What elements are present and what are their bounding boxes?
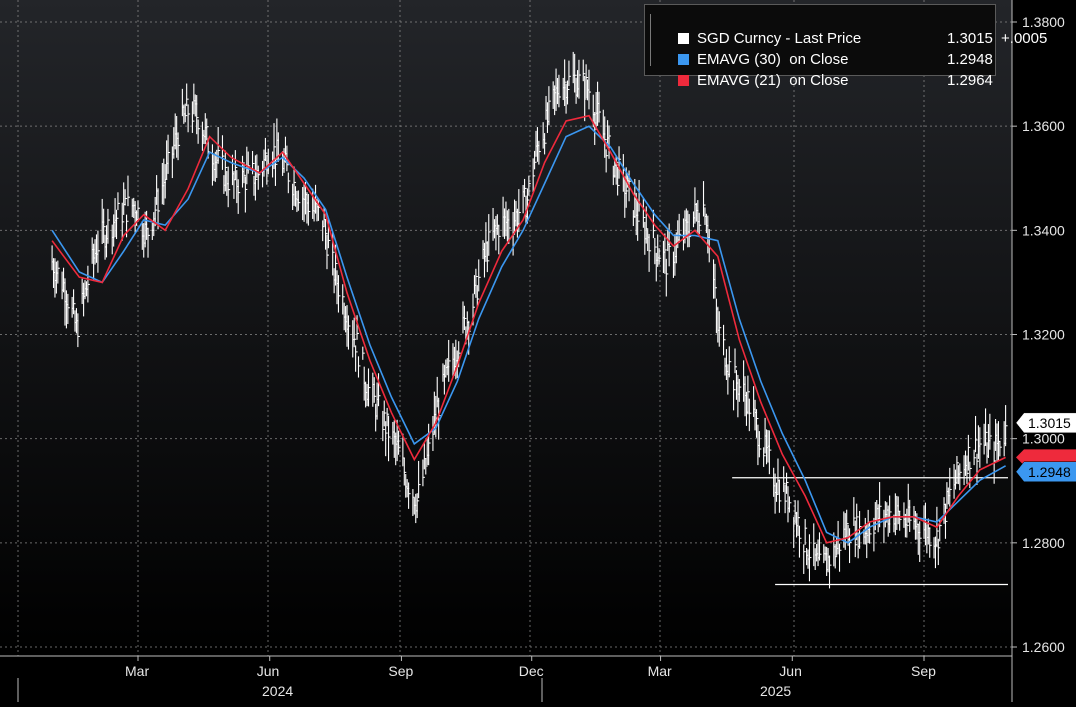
ema30-line [51, 125, 1006, 544]
y-tick-label: 1.3400 [1022, 222, 1065, 238]
legend-swatch-ema21 [678, 75, 690, 86]
axis-tag-ema21 [1016, 449, 1076, 466]
y-tick-label: 1.3200 [1022, 327, 1065, 343]
axis-tag-bg [1015, 412, 1076, 434]
legend-value-ema21: 1.2964 [947, 72, 993, 89]
legend-swatch-ema30 [678, 54, 690, 65]
x-tick-label: Jun [779, 663, 802, 679]
year-label: 2025 [760, 683, 791, 699]
legend-item-ema30[interactable]: EMAVG (30) on Close 1.2948 [653, 30, 1001, 68]
ema21-line [51, 114, 1006, 544]
y-tick-label: 1.3800 [1022, 14, 1065, 30]
legend-label-price: SGD Curncy - Last Price [697, 30, 862, 47]
x-tick-label: Mar [125, 663, 149, 679]
legend-tree-line [650, 14, 651, 66]
x-tick-label: Sep [388, 663, 413, 679]
y-tick-label: 1.3600 [1022, 118, 1065, 134]
legend-value-price: 1.3015 [947, 30, 993, 47]
price-bars [51, 51, 1008, 589]
axis-tag-bg [1015, 461, 1076, 482]
y-tick-label: 1.2800 [1022, 535, 1065, 551]
legend-item-ema21[interactable]: EMAVG (21) on Close 1.2964 [653, 51, 1001, 89]
x-tick-label: Jun [257, 663, 280, 679]
axis-tag-label: 1.2948 [1028, 464, 1071, 480]
legend-label-ema21: EMAVG (21) on Close [697, 72, 849, 89]
legend-change-price: +.0005 [1001, 30, 1048, 47]
legend-swatch-price [678, 33, 690, 44]
x-tick-label: Dec [519, 663, 544, 679]
x-tick-label: Sep [911, 663, 936, 679]
legend-value-ema30: 1.2948 [947, 51, 993, 68]
year-label: 2024 [262, 683, 293, 699]
axis-tag-label: 1.3015 [1028, 415, 1071, 431]
y-tick-label: 1.3000 [1022, 431, 1065, 447]
y-tick-label: 1.2600 [1022, 639, 1065, 655]
x-tick-label: Mar [648, 663, 672, 679]
legend-item-price[interactable]: SGD Curncy - Last Price 1.3015 +.0005 [653, 9, 1047, 47]
chart-legend: SGD Curncy - Last Price 1.3015 +.0005 EMAV… [644, 4, 1047, 89]
plot-background [0, 0, 1012, 656]
legend-label-ema30: EMAVG (30) on Close [697, 51, 849, 68]
